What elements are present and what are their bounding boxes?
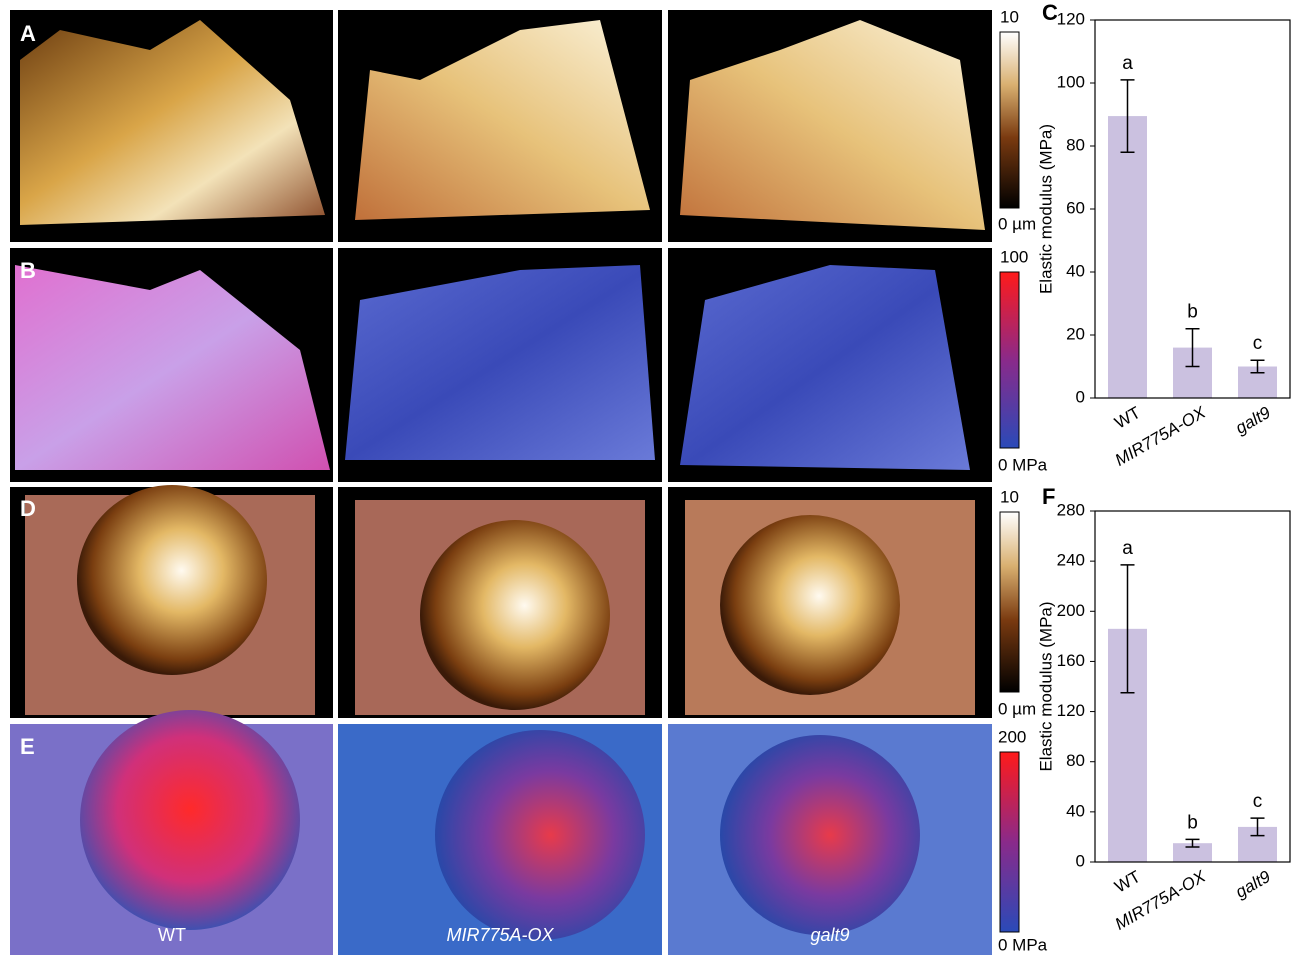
- panel-label: D: [20, 496, 36, 521]
- y-tick-label: 200: [1057, 601, 1085, 620]
- annotation: a: [1122, 53, 1133, 74]
- colorbar-max: 10: [1000, 7, 1019, 26]
- colorbar-min: 0 µm: [998, 699, 1036, 718]
- x-tick-label: galt9: [1232, 403, 1274, 438]
- colorbar-min: 0 MPa: [998, 935, 1048, 954]
- y-tick-label: 40: [1066, 801, 1085, 820]
- y-tick-label: 120: [1057, 701, 1085, 720]
- colorbar-min: 0 µm: [998, 214, 1036, 233]
- colorbar-max: 100: [1000, 247, 1028, 266]
- x-tick-label: WT: [1111, 403, 1143, 433]
- image-label: WT: [158, 925, 186, 945]
- colorbar-max: 10: [1000, 487, 1019, 506]
- panel-label: B: [20, 258, 36, 283]
- bar: [1108, 116, 1147, 398]
- y-tick-label: 160: [1057, 651, 1085, 670]
- annotation: b: [1187, 812, 1198, 833]
- y-tick-label: 100: [1057, 72, 1085, 91]
- image-label: galt9: [810, 925, 849, 945]
- y-axis-label: Elastic modulus (MPa): [1036, 124, 1055, 294]
- x-tick-label: WT: [1111, 867, 1143, 897]
- y-tick-label: 0: [1076, 851, 1085, 870]
- panel-label: E: [20, 734, 35, 759]
- panel-label: A: [20, 21, 36, 46]
- y-axis-label: Elastic modulus (MPa): [1036, 601, 1055, 771]
- y-tick-label: 120: [1057, 9, 1085, 28]
- colorbar-max: 200: [998, 727, 1026, 746]
- figure: 10 0 µm 100 0 MPa 10 0 µm 200 0 MPa A B …: [0, 0, 1297, 958]
- y-tick-label: 240: [1057, 551, 1085, 570]
- y-tick-label: 20: [1066, 324, 1085, 343]
- panel-label: F: [1042, 484, 1055, 509]
- y-tick-label: 40: [1066, 261, 1085, 280]
- x-tick-label: galt9: [1232, 867, 1274, 902]
- annotation: b: [1187, 302, 1198, 323]
- annotation: a: [1122, 538, 1133, 559]
- colorbar-min: 0 MPa: [998, 455, 1048, 474]
- annotation: c: [1253, 791, 1263, 812]
- y-tick-label: 80: [1066, 135, 1085, 154]
- y-tick-label: 60: [1066, 198, 1085, 217]
- y-tick-label: 0: [1076, 387, 1085, 406]
- annotation: c: [1253, 333, 1263, 354]
- panel-label: C: [1042, 0, 1058, 25]
- images: [10, 10, 992, 955]
- y-tick-label: 280: [1057, 500, 1085, 519]
- y-tick-label: 80: [1066, 751, 1085, 770]
- image-label: MIR775A-OX: [446, 925, 554, 945]
